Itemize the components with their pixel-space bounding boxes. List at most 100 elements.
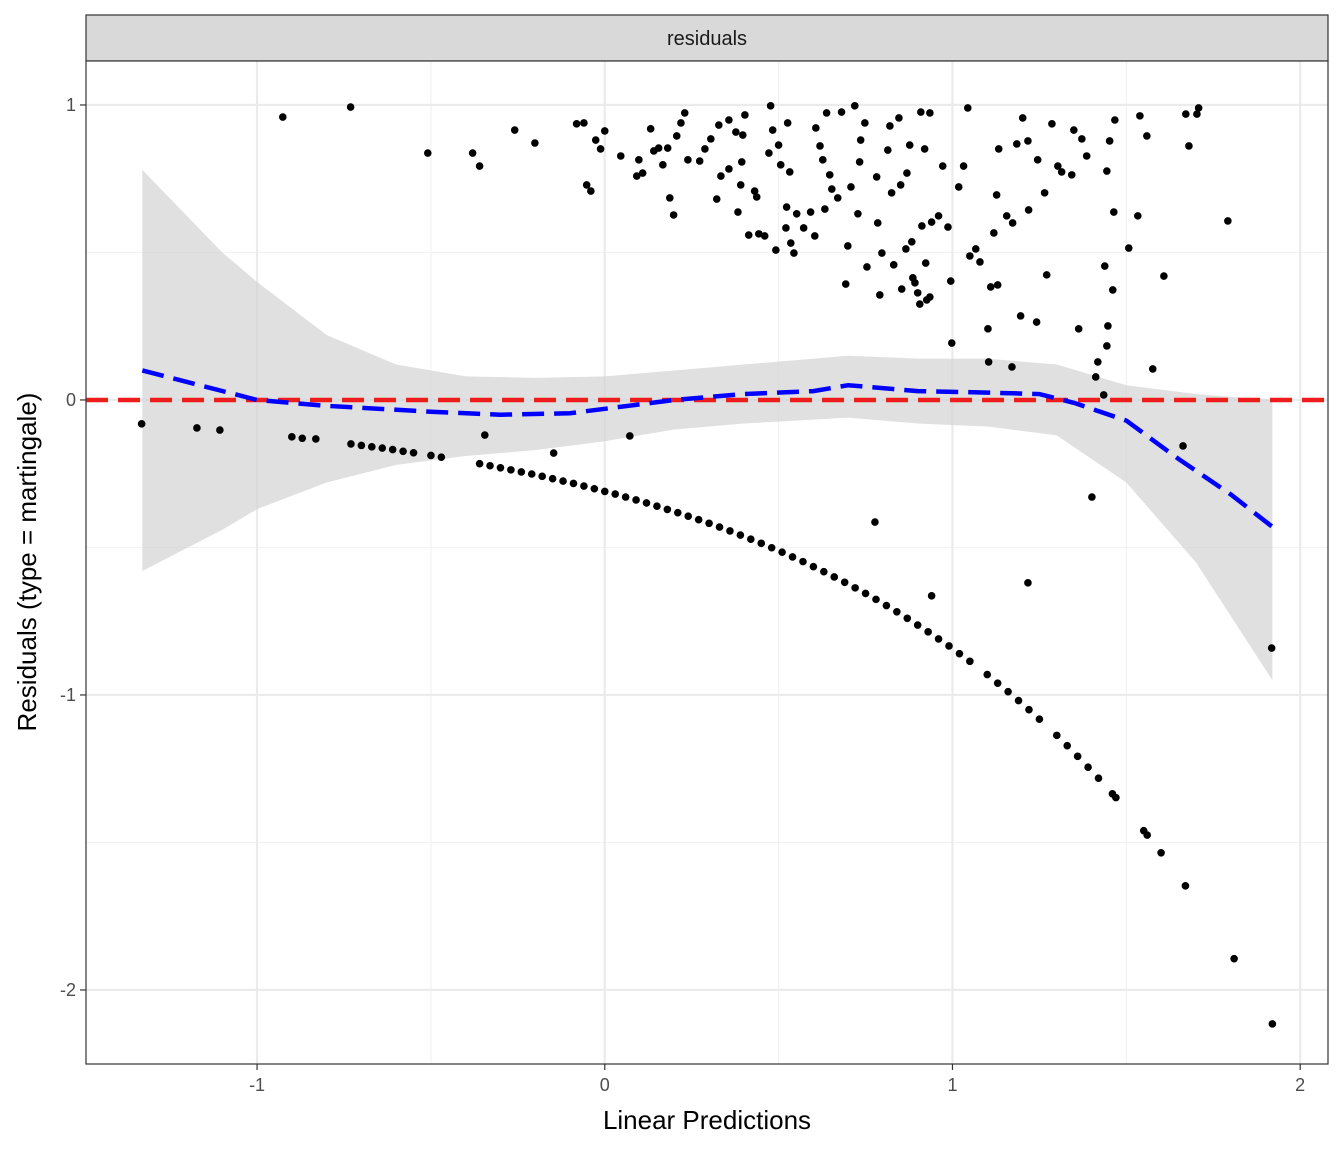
data-point	[966, 252, 974, 260]
data-point	[569, 479, 578, 488]
data-point	[684, 156, 692, 164]
data-point	[887, 189, 896, 197]
data-point	[632, 172, 641, 180]
data-point	[1088, 493, 1096, 501]
data-point	[954, 183, 963, 191]
data-point	[896, 181, 905, 189]
data-point	[587, 187, 595, 195]
data-point	[768, 126, 777, 134]
data-point	[983, 670, 992, 679]
data-point	[799, 224, 808, 232]
data-point	[837, 108, 846, 116]
data-point	[818, 156, 827, 164]
data-point	[695, 157, 704, 165]
data-point	[725, 165, 733, 173]
data-point	[1099, 391, 1108, 399]
ci-band-area	[142, 169, 1273, 681]
data-point	[971, 245, 980, 253]
data-point	[548, 474, 557, 483]
data-point	[810, 232, 819, 240]
data-point	[737, 158, 746, 166]
data-point	[600, 127, 609, 135]
data-point	[673, 508, 682, 517]
data-point	[137, 420, 146, 428]
data-point	[481, 431, 489, 439]
data-point	[1032, 318, 1041, 326]
data-point	[976, 258, 984, 266]
data-point	[475, 459, 484, 468]
data-point	[847, 183, 855, 191]
data-point	[785, 168, 794, 176]
data-point	[1024, 206, 1033, 214]
data-point	[1103, 167, 1111, 175]
x-tick-label: 1	[947, 1075, 957, 1095]
data-point	[1013, 140, 1021, 148]
data-point	[863, 263, 871, 271]
data-point	[840, 578, 849, 587]
data-point	[876, 291, 884, 299]
panel-border	[85, 60, 1329, 1065]
data-point	[638, 169, 647, 177]
data-point	[938, 162, 947, 170]
data-point	[216, 426, 224, 434]
data-point	[1136, 112, 1144, 120]
data-point	[1091, 373, 1100, 381]
data-point	[741, 111, 749, 119]
data-point	[1160, 272, 1168, 280]
x-axis-ticks: -1 0 1 2	[249, 1064, 1305, 1095]
data-point	[878, 249, 886, 257]
data-point	[926, 109, 934, 117]
data-point	[1040, 189, 1049, 197]
data-point	[897, 285, 906, 293]
data-point	[816, 142, 824, 150]
data-point	[1104, 322, 1112, 330]
data-point	[527, 470, 536, 478]
data-point	[591, 136, 600, 144]
data-point	[312, 435, 320, 443]
data-point	[911, 279, 919, 287]
data-point	[1179, 442, 1187, 450]
data-point	[572, 120, 581, 128]
data-point	[993, 281, 1002, 289]
data-point	[736, 181, 745, 189]
data-point	[559, 477, 567, 485]
data-point	[1004, 687, 1012, 696]
data-point	[873, 219, 882, 227]
data-point	[680, 109, 689, 117]
data-point	[378, 444, 387, 452]
data-point	[895, 114, 903, 122]
data-point	[616, 152, 625, 160]
data-point	[468, 149, 477, 157]
data-point	[1002, 212, 1011, 220]
data-point	[1033, 156, 1042, 164]
data-point	[934, 635, 943, 643]
data-point	[917, 108, 925, 116]
data-point	[357, 441, 366, 450]
y-axis-label: Residuals (type = martingale)	[12, 393, 42, 732]
data-point	[861, 119, 869, 127]
data-point	[833, 194, 842, 202]
data-point	[783, 119, 792, 127]
data-point	[1048, 120, 1056, 128]
x-tick-label: 0	[600, 1075, 610, 1095]
y-tick-label: 0	[66, 390, 76, 410]
data-point	[1094, 358, 1102, 366]
data-point	[734, 208, 742, 216]
data-point	[915, 300, 924, 308]
data-point	[755, 230, 763, 238]
data-point	[298, 434, 307, 443]
data-point	[946, 277, 955, 285]
data-point	[642, 499, 651, 507]
data-point	[944, 223, 952, 231]
data-point	[694, 515, 703, 524]
data-point	[927, 218, 936, 226]
data-point	[1070, 126, 1078, 134]
data-point	[1193, 110, 1201, 118]
data-point	[1185, 142, 1193, 150]
data-point	[732, 128, 740, 136]
data-point	[984, 325, 992, 333]
x-tick-label: -1	[249, 1075, 265, 1095]
data-point	[423, 149, 432, 157]
data-point	[765, 149, 773, 157]
